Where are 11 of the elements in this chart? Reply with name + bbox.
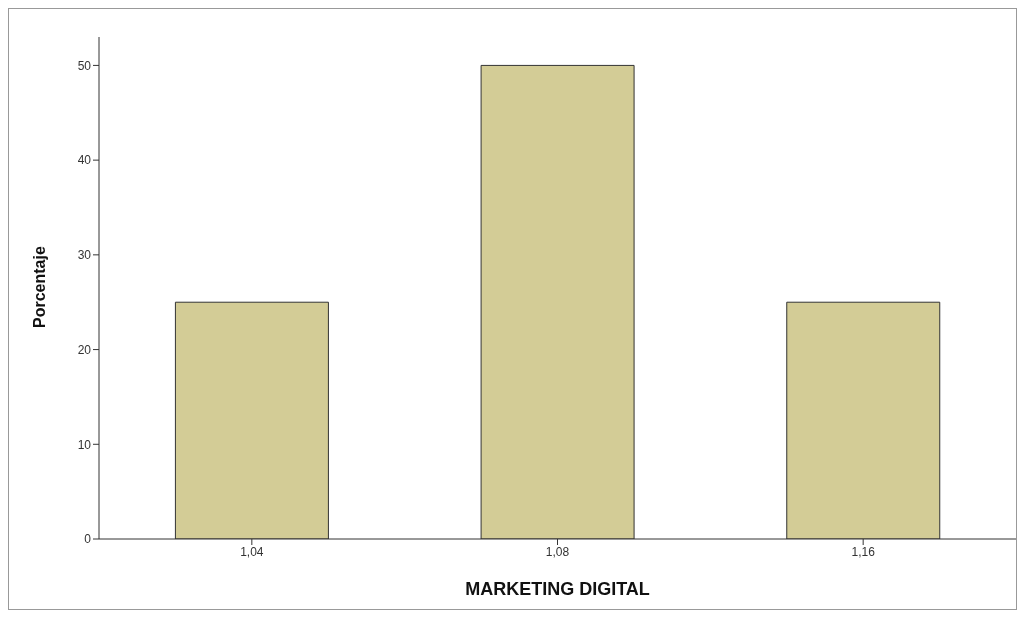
- y-tick-label: 0: [84, 532, 92, 547]
- y-tick-label: 10: [77, 437, 92, 452]
- y-tick-label: 30: [77, 248, 92, 263]
- y-tick-label: 40: [77, 153, 92, 168]
- y-axis-title: Porcentaje: [30, 246, 48, 328]
- x-tick-label: 1,08: [545, 544, 570, 559]
- x-tick-label: 1,16: [851, 544, 876, 559]
- y-tick-label: 20: [77, 342, 92, 357]
- y-tick-label: 50: [77, 58, 92, 73]
- x-axis-title: MARKETING DIGITAL: [465, 579, 650, 599]
- x-tick-label: 1,04: [240, 544, 264, 559]
